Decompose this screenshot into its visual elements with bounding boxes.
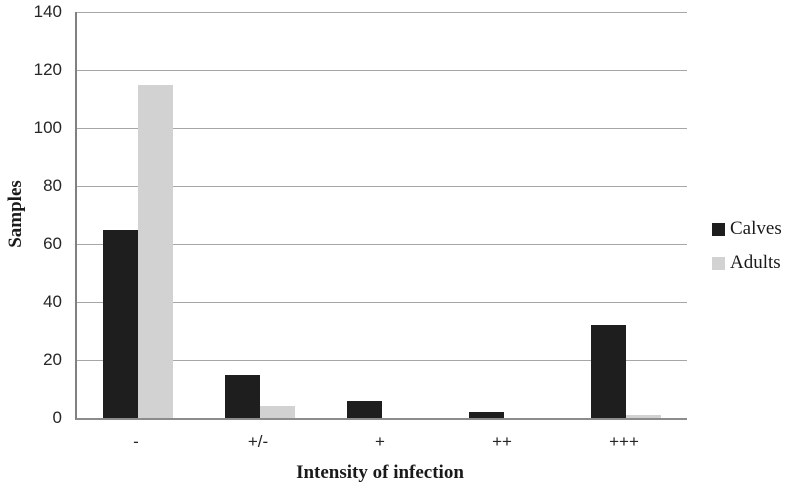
gridline-20: [77, 360, 687, 361]
legend-label-adults: Adults: [730, 252, 781, 273]
y-tick-label-100: 100: [33, 118, 62, 137]
bar-adults-4: [626, 415, 661, 418]
legend-swatch-adults: [712, 256, 725, 270]
x-tick-label-0: -: [133, 432, 139, 451]
x-axis-title: Intensity of infection: [296, 462, 464, 483]
legend-swatch-calves: [712, 222, 725, 236]
legend: Calves Adults: [712, 218, 782, 274]
gridline-140: [77, 12, 687, 13]
x-tick-label-4: +++: [609, 432, 639, 451]
bar-calves-0: [103, 229, 138, 418]
y-tick-label-80: 80: [43, 176, 62, 195]
x-tick-label-2: +: [375, 432, 385, 451]
y-tick-label-140: 140: [33, 2, 62, 21]
gridline-60: [77, 244, 687, 245]
bar-adults-1: [260, 406, 295, 418]
x-tick-label-3: ++: [492, 432, 512, 451]
legend-label-calves: Calves: [730, 218, 782, 239]
y-tick-label-0: 0: [52, 408, 62, 427]
gridline-120: [77, 70, 687, 71]
plot-area: [75, 12, 687, 420]
bar-calves-2: [347, 400, 382, 418]
bar-adults-0: [138, 84, 173, 418]
gridline-100: [77, 128, 687, 129]
gridline-40: [77, 302, 687, 303]
y-tick-label-40: 40: [43, 292, 62, 311]
y-tick-label-20: 20: [43, 350, 62, 369]
bar-calves-1: [225, 374, 260, 418]
x-tick-label-1: +/-: [247, 432, 269, 451]
bar-calves-3: [469, 412, 504, 418]
legend-item-adults: Adults: [712, 252, 782, 274]
gridline-80: [77, 186, 687, 187]
legend-item-calves: Calves: [712, 218, 782, 240]
y-tick-label-120: 120: [33, 60, 62, 79]
y-tick-label-60: 60: [43, 234, 62, 253]
bar-calves-4: [591, 325, 626, 418]
